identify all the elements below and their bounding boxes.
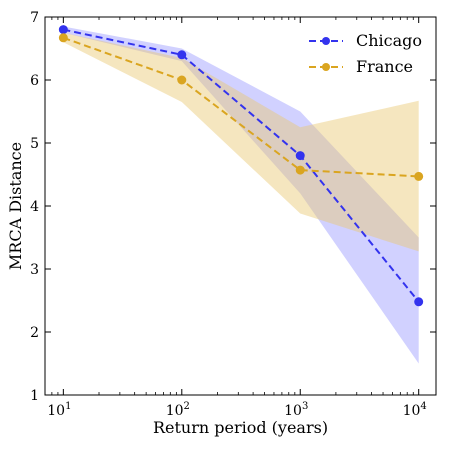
y-tick-label: 5 [30,136,39,152]
x-tick-label: 102 [166,401,190,419]
legend-marker-france [322,63,330,71]
series-lines [63,28,420,303]
legend-label-chicago: Chicago [356,31,422,50]
france-series-line [63,36,419,178]
y-tick-label: 4 [30,199,39,215]
x-tick-exponent: 1 [65,401,71,412]
legend-entry-france: France [309,57,413,76]
chicago-point [58,25,68,35]
x-tick-exponent: 4 [420,401,426,412]
series-markers [58,25,424,307]
confidence-bands [63,26,419,364]
france-confidence-band [63,32,419,252]
legend-marker-chicago [322,37,330,45]
y-tick-label: 1 [30,388,39,404]
x-tick-label: 104 [403,401,427,419]
chicago-point [414,297,424,307]
france-point [295,165,305,175]
chicago-series-line [63,28,420,303]
france-point [177,75,187,85]
chicago-confidence-band [63,26,419,364]
chicago-point [177,50,187,60]
y-tick-label: 2 [30,325,39,341]
x-tick-label: 101 [47,401,71,419]
x-tick-label: 103 [284,401,308,419]
y-tick-label: 3 [30,262,39,278]
y-axis-label: MRCA Distance [6,142,25,270]
x-tick-exponent: 3 [302,401,308,412]
y-tick-label: 6 [30,73,39,89]
legend: Chicago France [309,31,422,76]
france-point [414,171,424,181]
y-tick-label: 7 [30,10,39,26]
legend-entry-chicago: Chicago [309,31,422,50]
axis-ticks [45,16,436,396]
legend-label-france: France [356,57,413,76]
chicago-point [295,151,305,161]
x-axis-label: Return period (years) [153,418,328,437]
x-tick-exponent: 2 [184,401,190,412]
france-point [58,33,68,43]
